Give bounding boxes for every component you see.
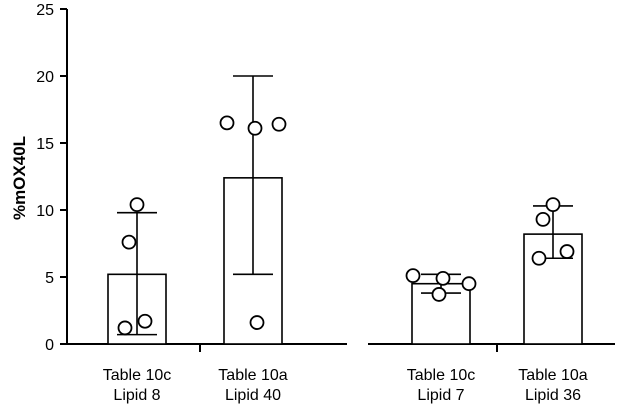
y-tick-label: 10 xyxy=(36,203,54,220)
category-label-line2: Lipid 7 xyxy=(417,387,464,404)
category-label-line1: Table 10a xyxy=(518,367,587,384)
y-tick-label: 0 xyxy=(45,337,54,354)
category-label-line1: Table 10c xyxy=(103,367,172,384)
bars xyxy=(108,178,582,344)
data-point xyxy=(119,321,132,334)
y-tick-label: 25 xyxy=(36,2,54,19)
data-point xyxy=(433,288,446,301)
y-tick-label: 5 xyxy=(45,270,54,287)
data-point xyxy=(537,213,550,226)
y-ticks: 0 5 10 15 20 25 xyxy=(36,2,67,354)
category-label-line2: Lipid 8 xyxy=(113,387,160,404)
data-point xyxy=(249,122,262,135)
category-labels: Table 10c Lipid 8 Table 10a Lipid 40 Table 1… xyxy=(103,367,588,404)
data-point xyxy=(131,198,144,211)
data-point xyxy=(561,245,574,258)
error-bars xyxy=(117,76,573,335)
category-label-line1: Table 10c xyxy=(407,367,476,384)
data-points xyxy=(119,116,574,334)
category-label-line1: Table 10a xyxy=(218,367,287,384)
data-point xyxy=(547,198,560,211)
data-point xyxy=(463,277,476,290)
data-point xyxy=(251,316,264,329)
data-point xyxy=(221,116,234,129)
data-point xyxy=(437,272,450,285)
category-label-line2: Lipid 36 xyxy=(525,387,581,404)
y-tick-label: 20 xyxy=(36,69,54,86)
data-point xyxy=(139,315,152,328)
data-point xyxy=(533,252,546,265)
data-point xyxy=(273,118,286,131)
y-tick-label: 15 xyxy=(36,136,54,153)
y-axis-title: %mOX40L xyxy=(10,136,29,220)
category-label-line2: Lipid 40 xyxy=(225,387,281,404)
data-point xyxy=(123,236,136,249)
data-point xyxy=(407,269,420,282)
